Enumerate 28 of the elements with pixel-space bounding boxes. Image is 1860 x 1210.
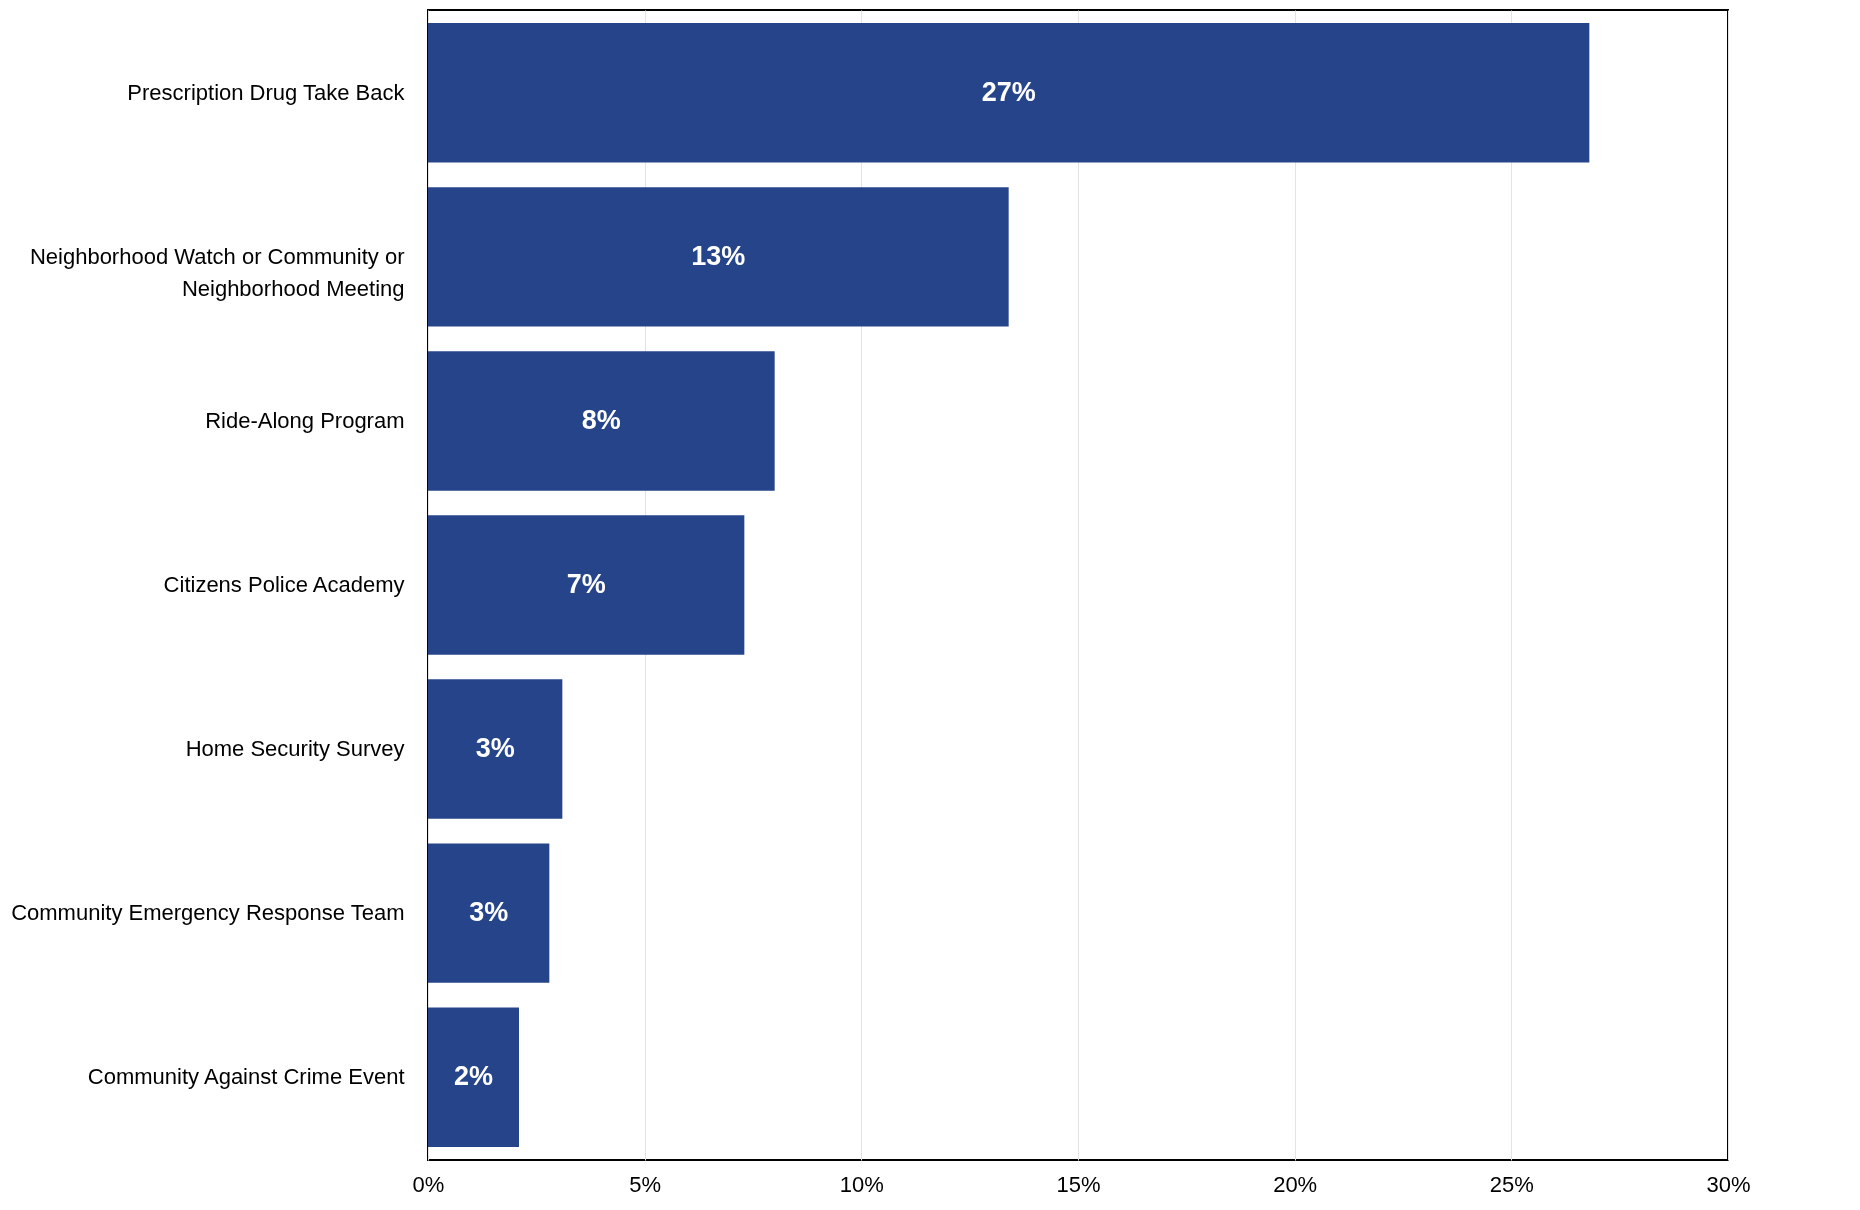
data-label: 3% — [469, 897, 509, 928]
bar — [428, 187, 1009, 327]
y-tick-label: Prescription Drug Take Back — [127, 79, 406, 105]
x-tick-label: 10% — [839, 1171, 884, 1197]
y-tick-label: Community Against Crime Event — [87, 1064, 405, 1090]
x-tick-label: 0% — [412, 1171, 445, 1197]
bar — [428, 351, 775, 491]
y-tick-label: Ride-Along Program — [205, 407, 405, 433]
x-tick-label: 20% — [1273, 1171, 1318, 1197]
bar — [428, 679, 563, 819]
data-label: 7% — [566, 569, 606, 599]
x-tick-label: 15% — [1056, 1171, 1101, 1197]
data-label: 8% — [581, 404, 621, 435]
bar — [428, 1007, 519, 1147]
y-tick-label: Home Security Survey — [185, 736, 405, 762]
x-tick-label: 25% — [1489, 1171, 1534, 1197]
y-tick-label: Neighborhood Watch or Community or Neighborhood Meeting — [29, 243, 405, 301]
bar — [428, 23, 1590, 163]
y-tick-label: Community Emergency Response Team — [11, 900, 405, 926]
bar — [428, 515, 745, 655]
x-tick-label: 30% — [1706, 1171, 1751, 1197]
data-label: 3% — [475, 733, 515, 764]
x-tick-label: 5% — [629, 1171, 662, 1197]
y-tick-label: Citizens Police Academy — [163, 572, 405, 597]
data-label: 27% — [981, 76, 1036, 107]
data-label: 2% — [453, 1061, 494, 1092]
bar — [428, 843, 550, 983]
data-label: 13% — [691, 240, 746, 271]
